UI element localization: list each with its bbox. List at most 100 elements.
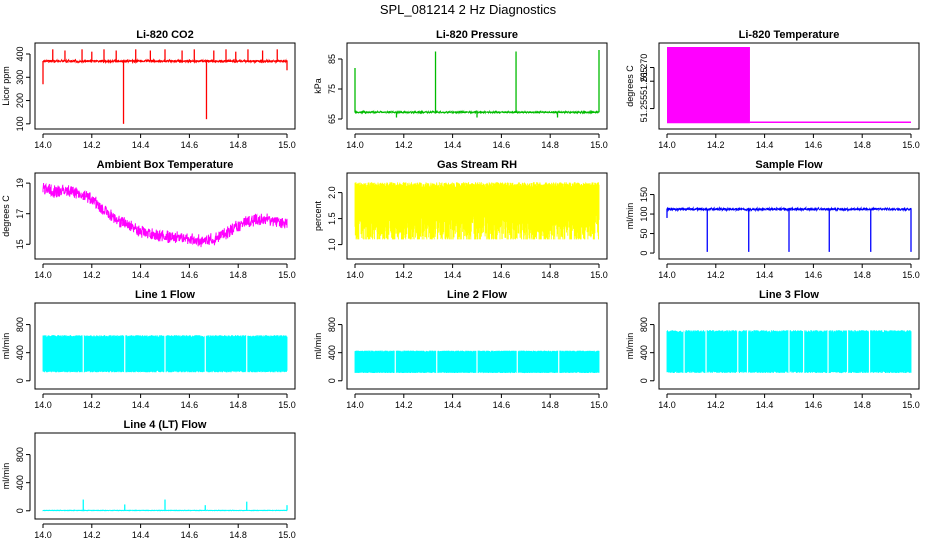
- x-axis: 14.0 14.2 14.4 14.6 14.8 15.0: [346, 263, 608, 280]
- y-tick-label: 51.265: [639, 67, 649, 95]
- y-tick-label: 400: [15, 475, 25, 490]
- x-tick-label: 14.6: [181, 140, 199, 150]
- x-tick-label: 14.6: [805, 140, 823, 150]
- y-axis: 0 400 800: [327, 317, 343, 383]
- x-tick-label: 14.6: [493, 270, 511, 280]
- x-tick-label: 15.0: [590, 400, 608, 410]
- y-axis-label: degrees C: [1, 195, 11, 237]
- y-axis-label: ml/min: [1, 463, 11, 490]
- plot-frame: [346, 302, 608, 390]
- plot-frame: [658, 172, 920, 260]
- panel-line1: Line 1 Flow ml/min 14.0 14.2 14.4 14.6 14.8 15.…: [1, 289, 296, 410]
- x-tick-label: 14.2: [395, 140, 413, 150]
- panel-line3: Line 3 Flow ml/min 14.0 14.2 14.4 14.6 14.8 15.…: [625, 289, 920, 410]
- panel-title: Line 1 Flow: [135, 289, 195, 301]
- y-tick-label: 200: [15, 93, 25, 108]
- x-axis: 14.0 14.2 14.4 14.6 14.8 15.0: [346, 393, 608, 410]
- y-axis: 65 75 85: [327, 54, 343, 124]
- y-tick-label: 85: [327, 54, 337, 64]
- x-tick-label: 14.2: [83, 400, 101, 410]
- y-tick-label: 800: [15, 317, 25, 332]
- data-line: [42, 182, 288, 248]
- series-line3: [666, 329, 912, 375]
- x-axis: 14.0 14.2 14.4 14.6 14.8 15.0: [658, 393, 920, 410]
- y-axis-label: ml/min: [313, 333, 323, 360]
- chart-panels: Li-820 CO2 Licor ppm 14.0 14.2 14.4 14.6 14.8 1…: [1, 29, 920, 540]
- x-tick-label: 14.8: [229, 270, 247, 280]
- x-tick-label: 14.4: [444, 270, 462, 280]
- x-tick-label: 14.6: [181, 400, 199, 410]
- x-tick-label: 15.0: [278, 400, 296, 410]
- y-tick-label: 800: [15, 447, 25, 462]
- x-tick-label: 14.4: [132, 530, 150, 540]
- x-axis: 14.0 14.2 14.4 14.6 14.8 15.0: [34, 393, 296, 410]
- panel-line2: Line 2 Flow ml/min 14.0 14.2 14.4 14.6 14.8 15.…: [313, 289, 608, 410]
- y-tick-label: 51.270: [639, 54, 649, 82]
- y-axis-label: Licor ppm: [1, 66, 11, 106]
- data-line: [42, 58, 288, 65]
- x-tick-label: 15.0: [902, 270, 920, 280]
- x-tick-label: 14.0: [658, 140, 676, 150]
- y-axis-label: ml/min: [625, 203, 635, 230]
- y-tick-label: 100: [15, 116, 25, 131]
- data-band: [666, 330, 912, 374]
- x-tick-label: 14.4: [132, 400, 150, 410]
- x-tick-label: 14.8: [541, 400, 559, 410]
- panel-ambient: Ambient Box Temperature degrees C 14.0 14.2…: [1, 159, 296, 280]
- x-tick-label: 14.8: [853, 270, 871, 280]
- x-tick-label: 14.2: [395, 400, 413, 410]
- panel-title: Li-820 CO2: [136, 29, 193, 41]
- y-tick-label: 800: [639, 317, 649, 332]
- panel-title: Gas Stream RH: [437, 159, 517, 171]
- y-tick-label: 0: [639, 251, 649, 256]
- y-axis-label: ml/min: [1, 333, 11, 360]
- x-tick-label: 14.0: [34, 530, 52, 540]
- x-tick-label: 15.0: [278, 140, 296, 150]
- x-axis: 14.0 14.2 14.4 14.6 14.8 15.0: [34, 133, 296, 150]
- figure-title: SPL_081214 2 Hz Diagnostics: [380, 2, 557, 17]
- x-axis: 14.0 14.2 14.4 14.6 14.8 15.0: [346, 133, 608, 150]
- x-axis: 14.0 14.2 14.4 14.6 14.8 15.0: [34, 263, 296, 280]
- y-axis-label: kPa: [313, 78, 323, 94]
- y-axis: 0 400 800: [15, 447, 31, 513]
- x-tick-label: 14.0: [34, 400, 52, 410]
- y-tick-label: 0: [15, 378, 25, 383]
- plot-frame: [346, 172, 608, 260]
- y-tick-label: 800: [327, 317, 337, 332]
- x-axis: 14.0 14.2 14.4 14.6 14.8 15.0: [34, 523, 296, 540]
- x-tick-label: 14.4: [756, 270, 774, 280]
- series-line2: [354, 349, 600, 375]
- series-line1: [42, 334, 288, 374]
- x-tick-label: 15.0: [278, 530, 296, 540]
- y-tick-label: 1.0: [327, 238, 337, 251]
- panel-title: Line 4 (LT) Flow: [124, 419, 207, 431]
- series-sample: [666, 206, 912, 252]
- y-axis: 1.0 1.5 2.0: [327, 186, 343, 251]
- x-tick-label: 14.2: [707, 140, 725, 150]
- x-tick-label: 14.4: [756, 400, 774, 410]
- x-tick-label: 14.6: [805, 270, 823, 280]
- x-tick-label: 15.0: [278, 270, 296, 280]
- x-axis: 14.0 14.2 14.4 14.6 14.8 15.0: [658, 133, 920, 150]
- x-tick-label: 14.0: [346, 270, 364, 280]
- x-tick-label: 14.0: [34, 270, 52, 280]
- y-axis: 0 400 800: [15, 317, 31, 383]
- x-tick-label: 14.4: [132, 140, 150, 150]
- panel-rh: Gas Stream RH percent 14.0 14.2 14.4 14.6 14.8…: [313, 159, 608, 280]
- x-tick-label: 15.0: [902, 400, 920, 410]
- x-tick-label: 14.2: [83, 270, 101, 280]
- x-tick-label: 14.8: [229, 400, 247, 410]
- panel-line4: Line 4 (LT) Flow ml/min 14.0 14.2 14.4 14.6 14…: [1, 419, 296, 540]
- x-tick-label: 14.4: [444, 140, 462, 150]
- series-rh: [354, 182, 600, 240]
- x-tick-label: 14.4: [444, 400, 462, 410]
- x-tick-label: 14.0: [34, 140, 52, 150]
- x-tick-label: 14.6: [181, 270, 199, 280]
- y-axis-label: degrees C: [625, 65, 635, 107]
- x-tick-label: 14.6: [493, 140, 511, 150]
- y-axis: 0 50 100 150: [639, 187, 655, 256]
- x-tick-label: 15.0: [902, 140, 920, 150]
- x-tick-label: 14.4: [756, 140, 774, 150]
- x-tick-label: 14.0: [658, 270, 676, 280]
- plot-frame: [34, 172, 296, 260]
